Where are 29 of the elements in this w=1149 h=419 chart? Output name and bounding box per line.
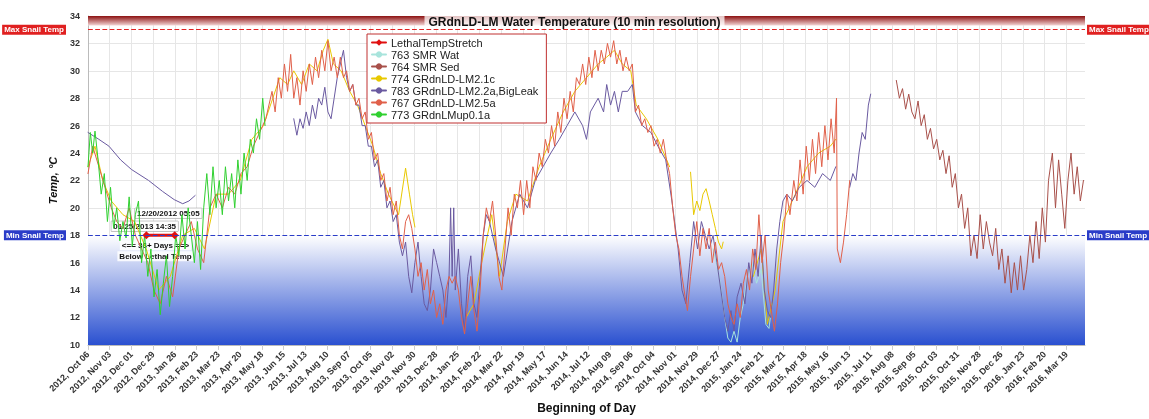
y-tick-label: 28 <box>69 93 80 104</box>
y-tick-label: 18 <box>69 230 80 241</box>
legend-label: 773 GRdnLMup0.1a <box>391 108 491 121</box>
y-tick-label: 34 <box>69 11 80 21</box>
text: Max Snail Temp <box>4 25 64 35</box>
line-series <box>87 97 266 316</box>
legend-label: LethalTempStretch <box>391 36 483 49</box>
ref-line-label: Max Snail Temp <box>1089 25 1149 35</box>
ref-line-label: Min Snail Temp <box>1089 230 1148 240</box>
legend-label: 764 SMR Sed <box>391 60 460 73</box>
x-axis-title: Beginning of Day <box>537 401 637 415</box>
y-tick-label: 16 <box>69 257 80 268</box>
y-tick-label: 32 <box>69 38 80 49</box>
y-tick-label: 20 <box>69 202 80 213</box>
y-tick-label: 30 <box>69 65 80 76</box>
y-tick-label: 26 <box>69 120 80 131</box>
y-tick-label: 14 <box>69 285 80 296</box>
y-tick-label: 22 <box>69 175 80 186</box>
legend-label: 763 SMR Wat <box>391 48 460 61</box>
y-axis-title: Temp, °C <box>46 155 59 205</box>
y-tick-label: 10 <box>69 339 80 350</box>
y-tick-label: 24 <box>69 148 80 159</box>
line-series <box>895 79 1084 294</box>
legend-label: 767 GRdnLD-LM2.5a <box>391 96 497 109</box>
legend-label: 783 GRdnLD-LM2.2a,BigLeak <box>391 84 539 97</box>
y-tick-label: 12 <box>69 312 80 323</box>
chart-title: GRdnLD-LM Water Temperature (10 min resolution) <box>428 15 721 29</box>
text: Min Snail Temp <box>5 230 64 240</box>
legend-label: 774 GRdnLD-LM2.1c <box>391 72 496 85</box>
